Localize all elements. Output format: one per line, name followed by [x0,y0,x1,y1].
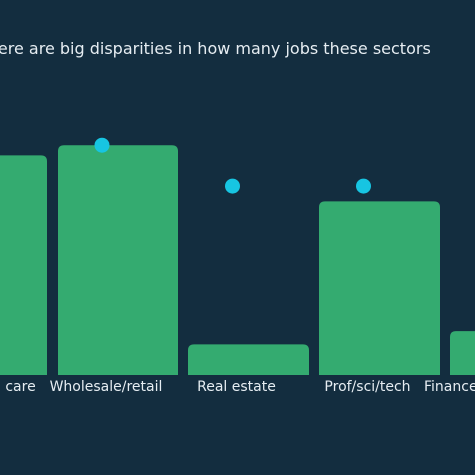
x-tick-label: Prof/sci/tech [324,379,410,395]
chart-title: There are big disparities in how many jo… [0,39,431,58]
x-tick-label: l care [0,379,36,395]
x-tick-label: Finance [424,379,475,395]
x-tick-label: Real estate [197,379,276,395]
dots-group [94,137,371,194]
bar-health-and-social-care [0,155,47,375]
bar-finance [450,331,475,375]
x-tick-labels: l care Wholesale/retail Real estate Prof/sc… [0,379,475,395]
bar-wholesale-retail [58,145,178,375]
dot-wholesale-retail [94,137,110,153]
bar-prof-sci-tech [319,201,440,375]
bar-real-estate [188,344,309,375]
x-tick-label: Wholesale/retail [50,379,163,395]
dot-prof-sci-tech [356,178,371,194]
bars-group [0,145,475,375]
dot-real-estate [225,178,240,194]
